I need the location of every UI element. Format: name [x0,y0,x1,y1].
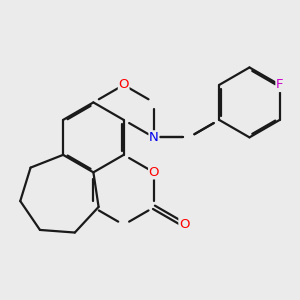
Text: O: O [179,218,190,231]
Text: F: F [276,78,284,92]
Text: O: O [149,166,159,179]
Text: O: O [118,78,129,92]
Text: N: N [149,131,159,144]
